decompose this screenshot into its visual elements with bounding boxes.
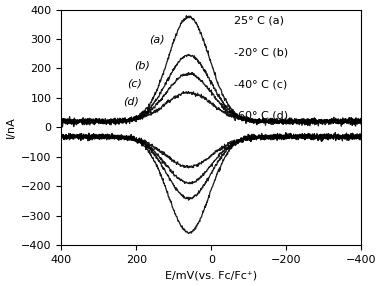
X-axis label: E/mV(vs. Fc/Fc⁺): E/mV(vs. Fc/Fc⁺) <box>165 271 257 281</box>
Text: (c): (c) <box>127 79 142 89</box>
Y-axis label: I/nA: I/nA <box>6 116 16 138</box>
Text: (a): (a) <box>149 34 165 44</box>
Text: -40° C (c): -40° C (c) <box>234 79 287 89</box>
Text: (b): (b) <box>134 61 150 71</box>
Text: (d): (d) <box>123 96 139 106</box>
Text: -60° C (d): -60° C (d) <box>234 111 288 121</box>
Text: 25° C (a): 25° C (a) <box>234 15 284 25</box>
Text: -20° C (b): -20° C (b) <box>234 47 288 57</box>
